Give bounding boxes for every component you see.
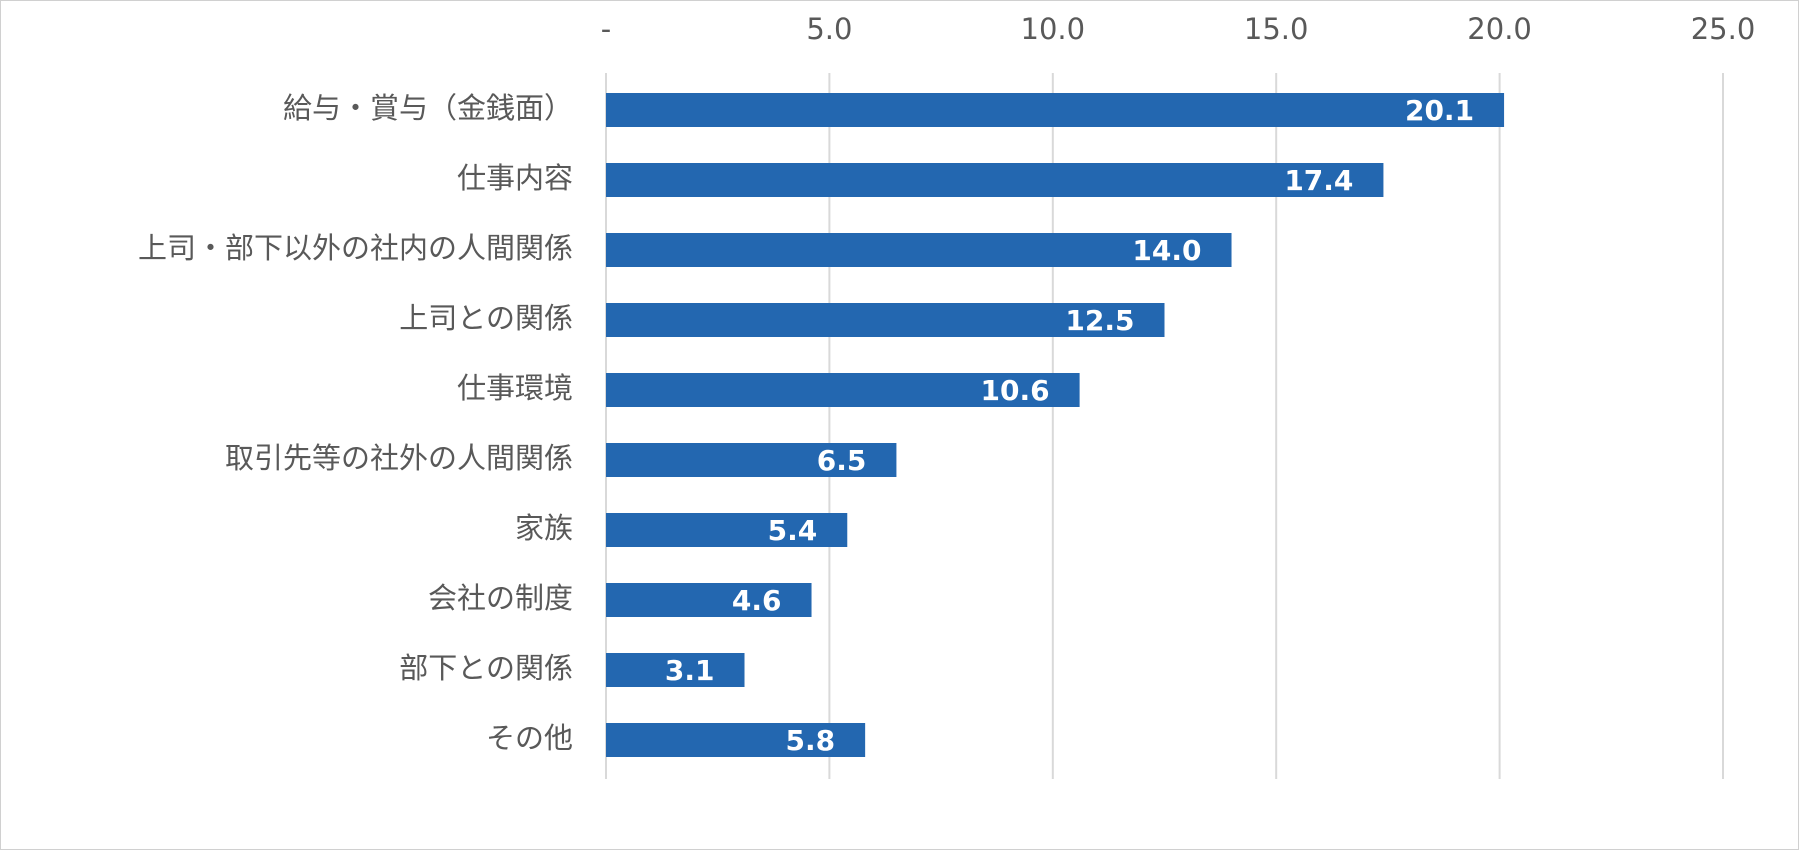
bars bbox=[606, 93, 1505, 757]
category-label: 取引先等の社外の人間関係 bbox=[225, 441, 573, 475]
category-label: 家族 bbox=[515, 511, 573, 545]
data-label: 4.6 bbox=[732, 584, 782, 617]
category-label: 上司・部下以外の社内の人間関係 bbox=[138, 231, 573, 265]
x-tick-label: 5.0 bbox=[806, 12, 852, 46]
bar bbox=[606, 303, 1165, 337]
data-label: 17.4 bbox=[1284, 164, 1353, 197]
value-labels: 20.1 17.4 14.0 12.5 10.6 6.5 5.4 4.6 3.1 5.8 bbox=[665, 94, 1474, 757]
data-label: 3.1 bbox=[665, 654, 715, 687]
x-tick-label: 25.0 bbox=[1691, 12, 1756, 46]
data-label: 10.6 bbox=[981, 374, 1050, 407]
x-tick-label: 20.0 bbox=[1467, 12, 1532, 46]
bar bbox=[606, 443, 897, 477]
bar bbox=[606, 653, 745, 687]
x-axis-ticks: - 5.0 10.0 15.0 20.0 25.0 bbox=[601, 12, 1756, 46]
x-tick-label: 15.0 bbox=[1244, 12, 1309, 46]
bar bbox=[606, 163, 1384, 197]
category-label: 給与・賞与（金銭面） bbox=[283, 91, 573, 125]
category-label: 仕事環境 bbox=[457, 371, 573, 405]
category-labels: 給与・賞与（金銭面） 仕事内容上司・部下以外の社内の人間関係上司との関係仕事環境取… bbox=[138, 91, 573, 755]
bar bbox=[606, 583, 812, 617]
data-label: 5.8 bbox=[786, 724, 836, 757]
data-label: 6.5 bbox=[817, 444, 867, 477]
x-tick-label: - bbox=[601, 12, 611, 46]
bar bbox=[606, 513, 848, 547]
data-label: 5.4 bbox=[768, 514, 818, 547]
category-label: 上司との関係 bbox=[399, 301, 573, 335]
data-label: 12.5 bbox=[1065, 304, 1134, 337]
data-label: 20.1 bbox=[1405, 94, 1474, 127]
bar bbox=[606, 233, 1232, 267]
bar bbox=[606, 723, 866, 757]
bar bbox=[606, 93, 1505, 127]
category-label: 仕事内容 bbox=[457, 161, 573, 195]
category-label: その他 bbox=[486, 721, 573, 755]
data-label: 14.0 bbox=[1132, 234, 1201, 267]
category-label: 会社の制度 bbox=[428, 581, 573, 615]
category-label: 部下との関係 bbox=[399, 651, 573, 685]
x-tick-label: 10.0 bbox=[1021, 12, 1086, 46]
bar bbox=[606, 373, 1080, 407]
